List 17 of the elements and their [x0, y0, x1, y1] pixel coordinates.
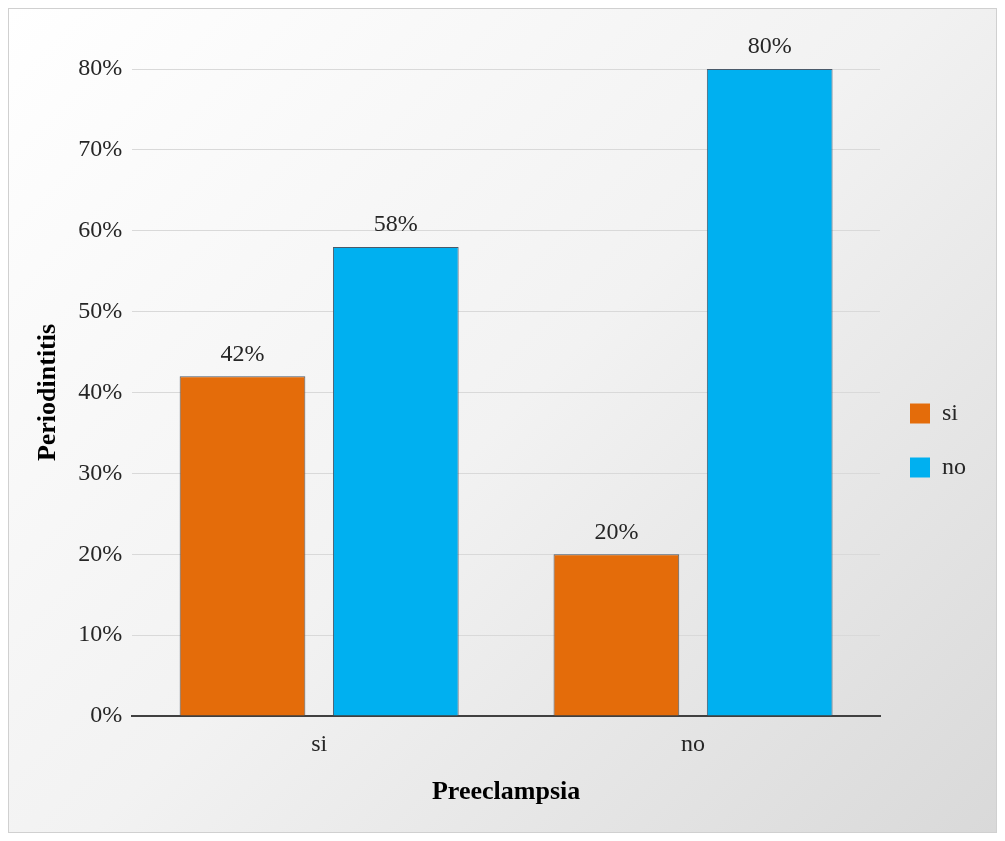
y-tick-label: 10%: [78, 620, 123, 647]
x-axis-title: Preeclampsia: [431, 776, 581, 806]
data-label: 42%: [220, 339, 265, 366]
y-tick-label: 40%: [78, 377, 123, 404]
y-tick-label: 20%: [78, 539, 123, 566]
y-tick-label: 70%: [78, 135, 123, 162]
y-tick-label: 50%: [78, 296, 123, 323]
legend-label: si: [942, 398, 959, 425]
y-tick-label: 80%: [78, 54, 123, 81]
data-label: 80%: [747, 32, 792, 59]
y-axis-title: Periodintitis: [32, 323, 62, 462]
data-label: 20%: [594, 517, 639, 544]
legend-label: no: [942, 452, 966, 479]
y-tick-label: 60%: [78, 216, 123, 243]
y-tick-label: 0%: [90, 701, 123, 728]
data-label: 58%: [373, 210, 418, 237]
y-tick-label: 30%: [78, 458, 123, 485]
